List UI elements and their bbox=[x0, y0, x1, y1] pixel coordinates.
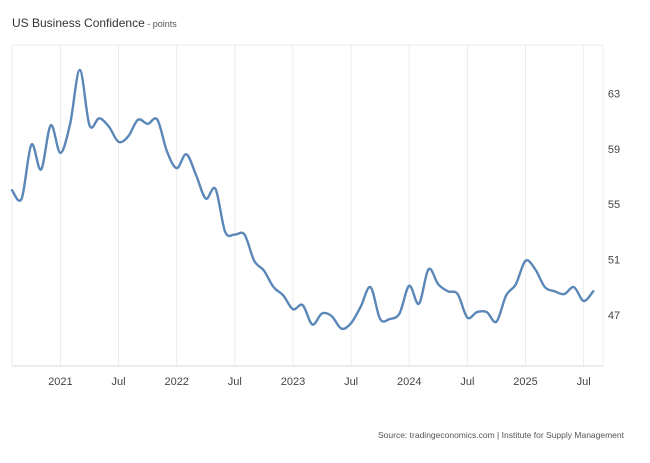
x-tick-label: Jul bbox=[112, 376, 126, 388]
source-credit: Source: tradingeconomics.com | Institute… bbox=[378, 430, 624, 440]
y-tick-label: 59 bbox=[608, 144, 620, 156]
y-tick-label: 47 bbox=[608, 310, 620, 322]
x-tick-label: Jul bbox=[228, 376, 242, 388]
y-tick-label: 63 bbox=[608, 88, 620, 100]
x-tick-label: Jul bbox=[344, 376, 358, 388]
x-tick-label: 2021 bbox=[48, 376, 72, 388]
x-tick-label: 2025 bbox=[513, 376, 537, 388]
x-tick-label: Jul bbox=[577, 376, 591, 388]
series-line bbox=[10, 68, 595, 331]
chart-title-row: US Business Confidence - points bbox=[12, 14, 177, 32]
chart-unit: - points bbox=[144, 19, 177, 29]
x-tick-label: 2022 bbox=[164, 376, 188, 388]
x-tick-label: 2023 bbox=[281, 376, 305, 388]
chart-title: US Business Confidence bbox=[12, 16, 145, 30]
x-tick-label: Jul bbox=[460, 376, 474, 388]
y-tick-label: 51 bbox=[608, 254, 620, 266]
y-tick-label: 55 bbox=[608, 199, 620, 211]
x-tick-label: 2024 bbox=[397, 376, 421, 388]
